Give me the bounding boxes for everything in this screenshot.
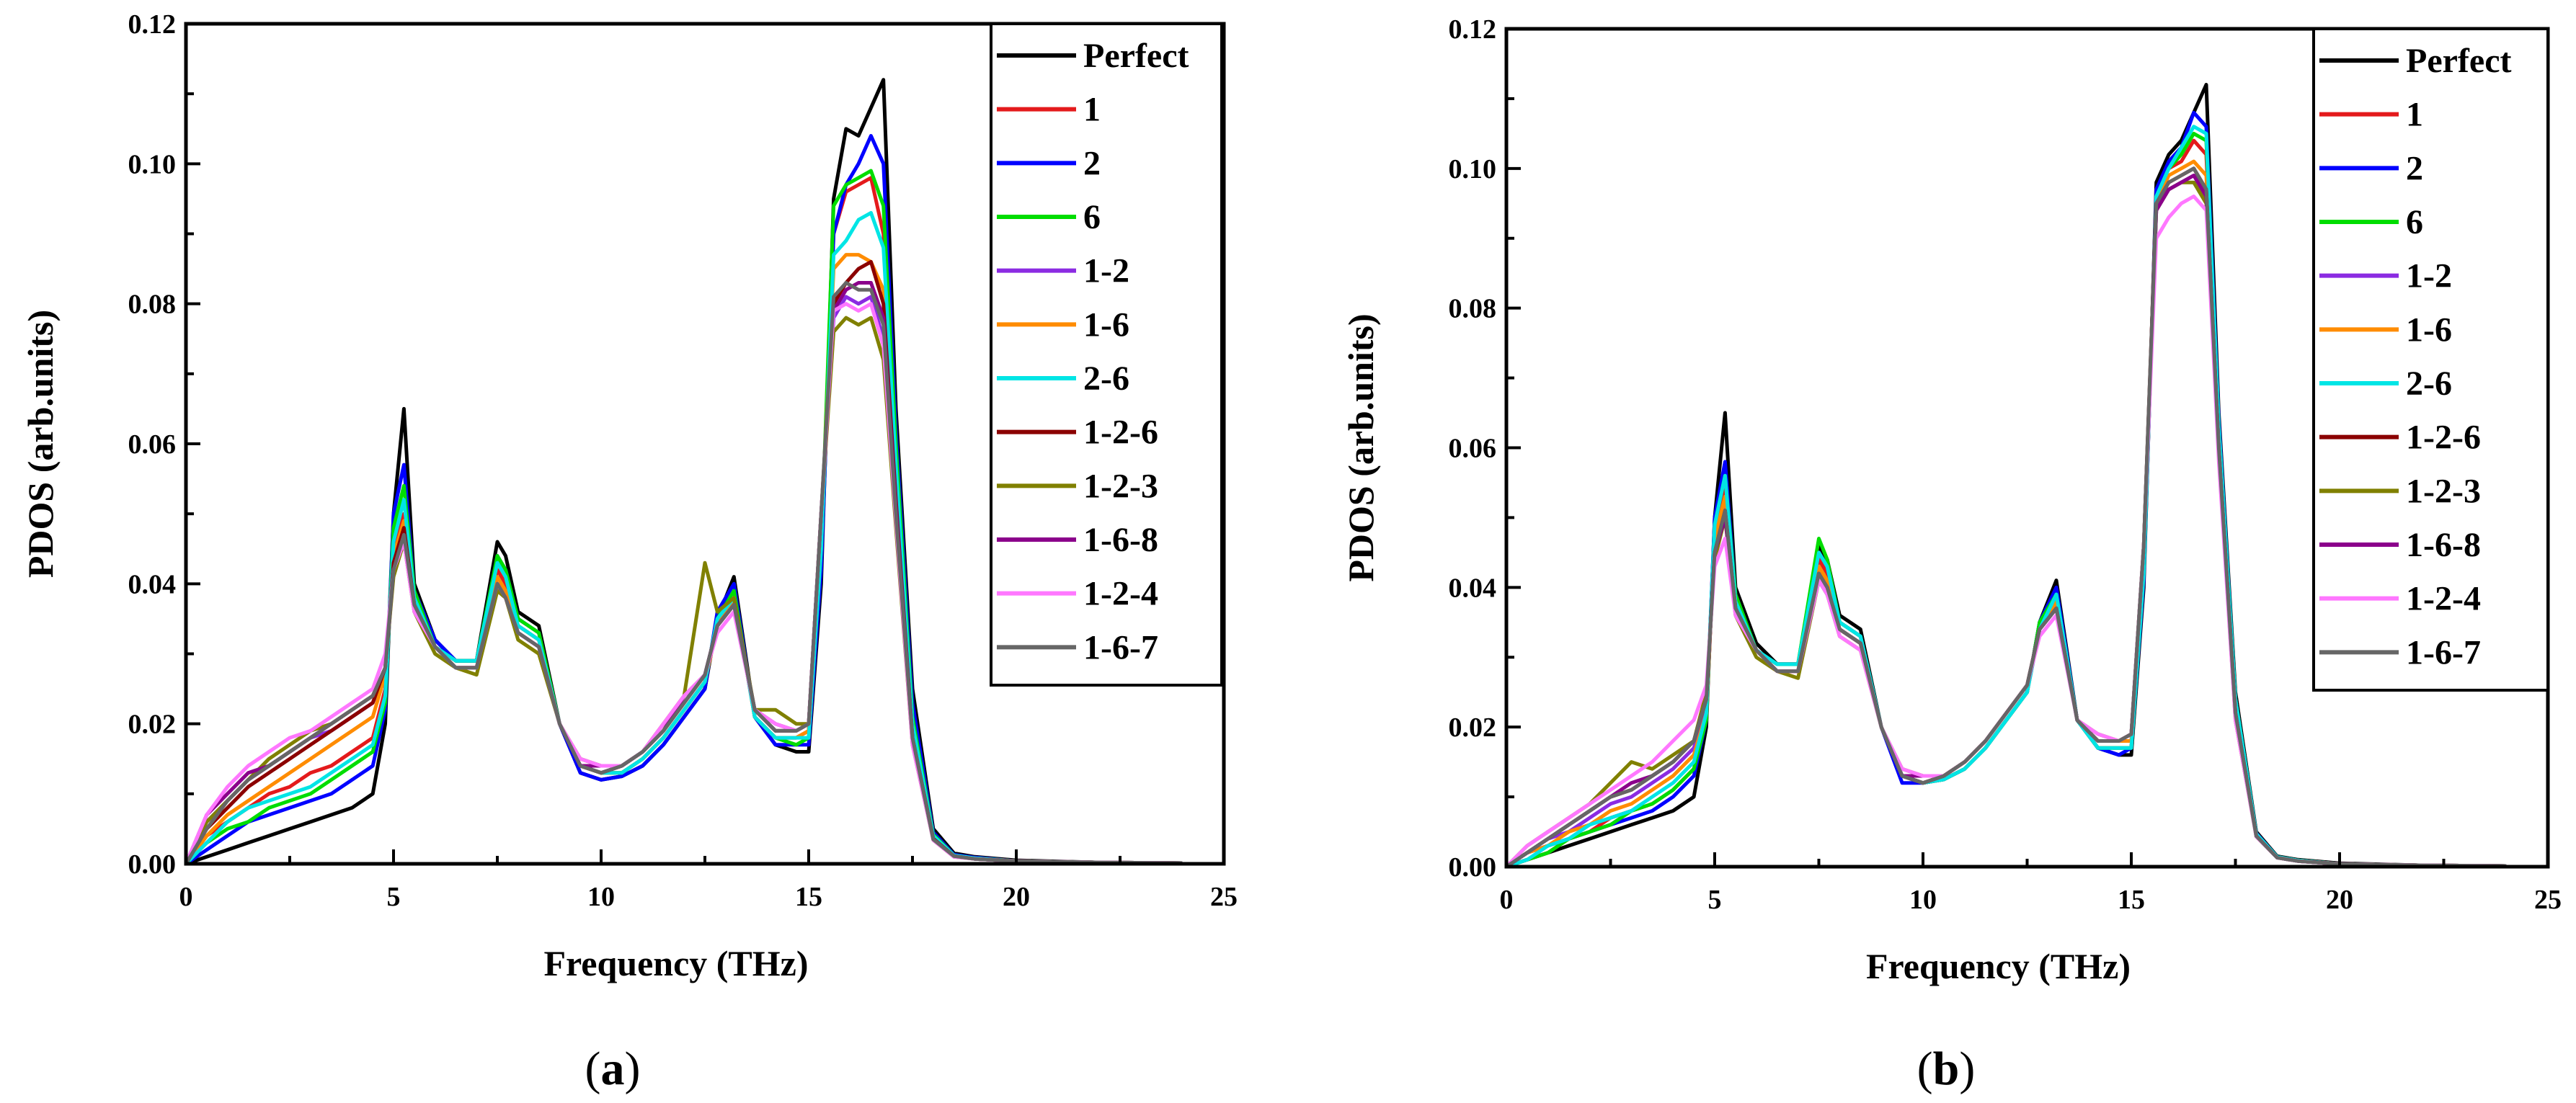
x-tick-label: 25 bbox=[2534, 885, 2562, 915]
legend-label-1: 1 bbox=[1083, 91, 1101, 129]
legend-label-perfect: Perfect bbox=[2406, 42, 2512, 80]
y-tick-label: 0.00 bbox=[128, 849, 177, 880]
series-line-2-6 bbox=[1506, 125, 2507, 867]
x-tick-label: 0 bbox=[179, 882, 193, 912]
legend-label-2: 2 bbox=[1083, 144, 1101, 182]
y-axis-title: PDOS (arb.units) bbox=[1341, 313, 1381, 581]
x-tick-label: 15 bbox=[2118, 885, 2145, 915]
legend: Perfect 1 2 6 1-2 1-6 2-6 1-2-6 1-2-3 1-6-8 1-2-4 1… bbox=[2312, 27, 2549, 692]
y-tick-label: 0.04 bbox=[1449, 573, 1497, 603]
y-tick-label: 0.10 bbox=[128, 149, 177, 179]
x-tick-label: 5 bbox=[387, 882, 401, 912]
x-tick-label: 10 bbox=[587, 882, 615, 912]
x-axis-title: Frequency (THz) bbox=[1866, 946, 2131, 986]
legend-label-1-6: 1-6 bbox=[2406, 311, 2452, 349]
y-tick-label: 0.02 bbox=[1449, 713, 1497, 743]
legend-label-1-6-7: 1-6-7 bbox=[1083, 628, 1158, 666]
legend-label-1-6-8: 1-6-8 bbox=[2406, 526, 2481, 564]
legend-box bbox=[2312, 27, 2549, 692]
legend-label-1-6: 1-6 bbox=[1083, 305, 1129, 344]
series-line-1-6-7 bbox=[186, 281, 1183, 864]
legend-label-2-6: 2-6 bbox=[1083, 360, 1129, 398]
legend-label-1-2-4: 1-2-4 bbox=[2406, 580, 2481, 618]
legend-label-perfect: Perfect bbox=[1083, 37, 1189, 75]
legend-box bbox=[990, 22, 1223, 687]
y-tick-label: 0.06 bbox=[1449, 434, 1497, 464]
legend-label-1-2-3: 1-2-3 bbox=[1083, 467, 1158, 505]
series-line-1-6-7 bbox=[1506, 166, 2507, 867]
legend-label-2: 2 bbox=[2406, 149, 2423, 187]
y-tick-label: 0.12 bbox=[128, 9, 177, 40]
x-tick-label: 25 bbox=[1210, 882, 1238, 912]
legend-label-1-2: 1-2 bbox=[2406, 257, 2452, 295]
legend-label-1-2: 1-2 bbox=[1083, 252, 1129, 290]
x-tick-label: 10 bbox=[1909, 885, 1937, 915]
y-tick-label: 0.10 bbox=[1449, 154, 1497, 184]
chart-panel-b: 0 5 10 15 20 25 0.00 0.02 0.04 0.06 0.08 0.10 0.12 Fr… bbox=[1341, 14, 2562, 1095]
x-axis-title: Frequency (THz) bbox=[543, 943, 808, 983]
y-tick-label: 0.04 bbox=[128, 569, 177, 599]
y-tick-label: 0.12 bbox=[1449, 14, 1497, 45]
y-tick-label: 0.00 bbox=[1449, 852, 1497, 883]
y-axis-title: PDOS (arb.units) bbox=[20, 310, 61, 578]
x-tick-label: 15 bbox=[795, 882, 822, 912]
series-group bbox=[186, 78, 1183, 864]
x-tick-label: 0 bbox=[1500, 885, 1514, 915]
y-tick-label: 0.02 bbox=[128, 710, 177, 740]
x-tick-label: 20 bbox=[1003, 882, 1030, 912]
y-tick-label: 0.08 bbox=[128, 290, 177, 320]
legend-label-2-6: 2-6 bbox=[2406, 365, 2452, 403]
y-tick-label: 0.08 bbox=[1449, 294, 1497, 324]
y-tick-label: 0.06 bbox=[128, 429, 177, 460]
x-tick-label: 5 bbox=[1708, 885, 1722, 915]
legend-label-1: 1 bbox=[2406, 96, 2423, 134]
legend-label-1-2-4: 1-2-4 bbox=[1083, 575, 1158, 613]
x-tick-label: 20 bbox=[2326, 885, 2353, 915]
series-group bbox=[1506, 83, 2507, 867]
legend-label-1-2-6: 1-2-6 bbox=[1083, 414, 1158, 452]
legend-label-1-6-8: 1-6-8 bbox=[1083, 521, 1158, 559]
chart-panel-a: 0 5 10 15 20 25 0.00 0.02 0.04 0.06 0.08 0.10 0.12 Fr… bbox=[20, 9, 1238, 1095]
legend-label-6: 6 bbox=[2406, 203, 2423, 241]
panel-label: (b) bbox=[1917, 1042, 1976, 1095]
legend: Perfect 1 2 6 1-2 1-6 2-6 1-2-6 1-2-3 1-6-8 1-2-4 1… bbox=[990, 22, 1223, 687]
legend-label-1-2-6: 1-2-6 bbox=[2406, 419, 2481, 457]
series-line-2-6 bbox=[186, 210, 1183, 864]
legend-label-1-2-3: 1-2-3 bbox=[2406, 472, 2481, 510]
legend-label-6: 6 bbox=[1083, 198, 1101, 236]
series-line-2 bbox=[186, 134, 1183, 864]
panel-label: (a) bbox=[585, 1042, 641, 1095]
legend-label-1-6-7: 1-6-7 bbox=[2406, 633, 2481, 671]
